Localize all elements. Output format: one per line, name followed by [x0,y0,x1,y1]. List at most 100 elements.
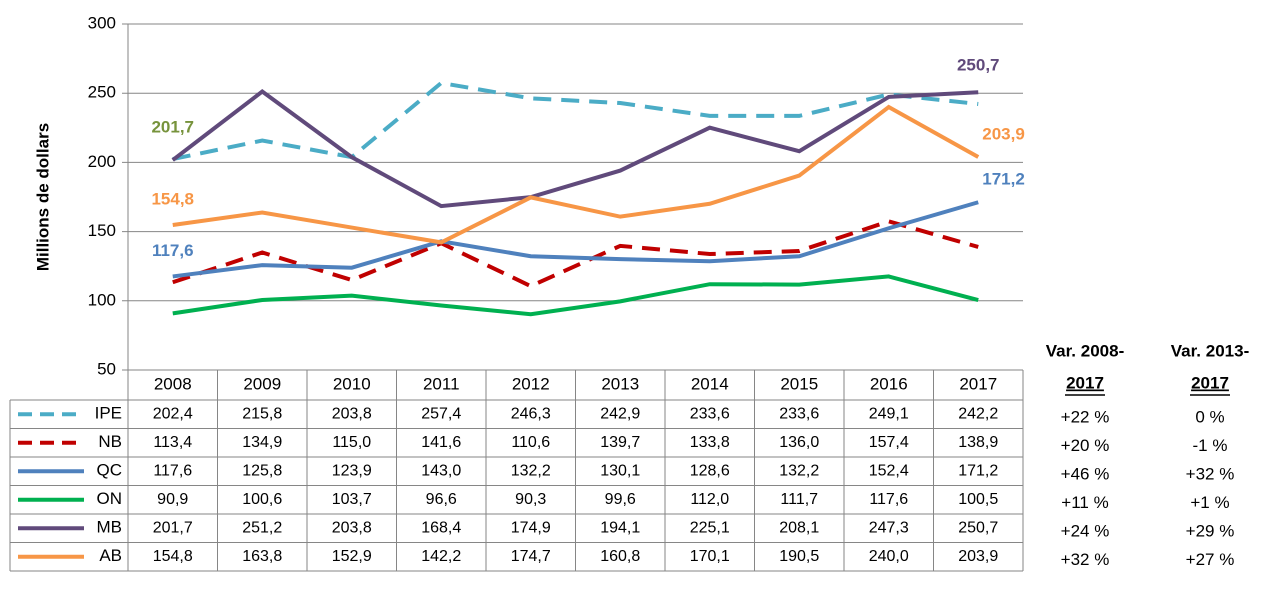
table-cell: 242,9 [600,405,640,422]
data-label: 171,2 [982,170,1025,189]
y-tick-label: 50 [97,359,116,378]
x-tick-label: 2011 [423,374,460,393]
variation-cell: +46 % [1061,465,1110,484]
table-cell: 190,5 [779,548,819,565]
variation-cell: +22 % [1061,408,1110,427]
variation-cell: -1 % [1193,436,1228,455]
series-line [172,219,979,289]
table-cell: 115,0 [332,434,371,451]
data-label: 203,9 [982,124,1025,143]
table-cell: 257,4 [421,405,461,422]
table-cell: 128,6 [690,462,730,479]
x-tick-label: 2015 [780,374,818,393]
table-cell: 133,8 [690,434,730,451]
table-cell: 138,9 [958,434,998,451]
table-cell: 174,9 [511,519,551,536]
variation-header: 2017 [1066,373,1104,392]
series-line [172,200,979,279]
x-tick-label: 2010 [333,374,371,393]
table-cell: 208,1 [779,519,819,536]
table-cell: 117,6 [869,491,908,508]
x-tick-label: 2013 [601,374,639,393]
variation-cell: 0 % [1195,408,1224,427]
table-cell: 111,7 [780,491,818,508]
table-cell: 130,1 [600,462,640,479]
table-cell: 249,1 [869,405,909,422]
table-cell: 100,5 [958,491,998,508]
variation-cell: +32 % [1186,465,1235,484]
data-label: 154,8 [151,189,194,208]
legend-label: MB [97,518,123,537]
legend-label: AB [99,546,122,565]
table-cell: 100,6 [242,491,282,508]
table-cell: 152,9 [332,548,372,565]
table-cell: 203,8 [332,405,372,422]
variation-cell: +27 % [1186,550,1235,569]
variation-header: 2017 [1191,373,1229,392]
table-cell: 123,9 [332,462,372,479]
table-cell: 142,2 [421,548,461,565]
variation-cell: +1 % [1190,493,1229,512]
table-cell: 240,0 [869,548,909,565]
table-cell: 203,8 [332,519,372,536]
table-cell: 110,6 [511,434,550,451]
table-cell: 136,0 [779,434,819,451]
variation-cell: +20 % [1061,436,1110,455]
table-cell: 96,6 [426,491,457,508]
data-label: 201,7 [151,118,194,137]
x-tick-label: 2008 [154,374,192,393]
table-cell: 90,3 [515,491,546,508]
table-cell: 125,8 [242,462,282,479]
table-cell: 215,8 [242,405,282,422]
table-cell: 160,8 [600,548,640,565]
y-tick-label: 100 [88,290,116,309]
x-tick-label: 2014 [691,374,729,393]
legend-label: IPE [95,404,122,423]
variation-cell: +11 % [1061,493,1108,512]
table-cell: 112,0 [690,491,729,508]
series-line [172,274,979,317]
table-cell: 251,2 [242,519,282,536]
table-cell: 134,9 [242,434,282,451]
table-cell: 117,6 [153,462,192,479]
table-cell: 171,2 [958,462,998,479]
variation-header: Var. 2013- [1171,341,1249,360]
table-cell: 132,2 [511,462,551,479]
table-cell: 247,3 [869,519,909,536]
table-cell: 141,6 [421,434,461,451]
variation-cell: +29 % [1186,522,1235,541]
variation-cell: +24 % [1061,522,1110,541]
table-cell: 154,8 [153,548,193,565]
data-label: 117,6 [152,241,194,260]
table-cell: 157,4 [869,434,909,451]
table-cell: 168,4 [421,519,461,536]
x-tick-label: 2016 [870,374,908,393]
table-cell: 233,6 [779,405,819,422]
x-tick-label: 2017 [959,374,997,393]
y-tick-label: 200 [88,152,116,171]
y-axis-label: Millions de dollars [33,123,52,271]
series-line [172,80,979,162]
table-cell: 233,6 [690,405,730,422]
variation-header: Var. 2008- [1046,341,1124,360]
variation-cell: +32 % [1061,550,1110,569]
x-tick-label: 2009 [243,374,281,393]
y-tick-label: 250 [88,83,116,102]
table-cell: 242,2 [958,405,998,422]
data-label: 250,7 [957,56,1000,75]
table-cell: 99,6 [605,491,636,508]
table-cell: 225,1 [690,519,730,536]
table-cell: 202,4 [153,405,193,422]
table-cell: 163,8 [242,548,282,565]
table-cell: 194,1 [600,519,640,536]
table-cell: 113,4 [153,434,192,451]
table-cell: 203,9 [958,548,998,565]
table-cell: 139,7 [600,434,640,451]
table-cell: 132,2 [779,462,819,479]
series-line [171,89,979,209]
legend-label: ON [97,489,123,508]
legend-label: NB [98,432,122,451]
x-tick-label: 2012 [512,374,550,393]
